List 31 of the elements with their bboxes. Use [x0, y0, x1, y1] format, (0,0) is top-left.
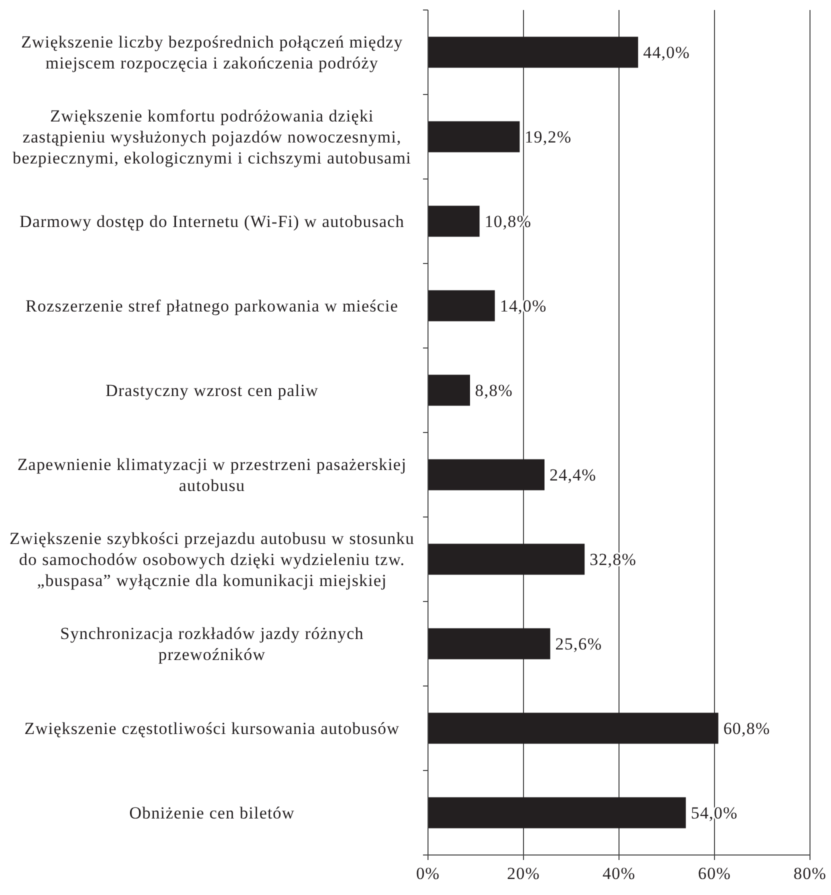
- y-tick-label: Zwiększenie częstotliwości kursowania autobusów: [24, 719, 400, 738]
- bar: [428, 121, 520, 152]
- bar: [428, 459, 545, 490]
- data-label: 44,0%: [643, 43, 690, 62]
- data-label: 60,8%: [723, 719, 770, 738]
- data-label: 19,2%: [524, 128, 572, 147]
- data-label: 8,8%: [475, 381, 513, 400]
- x-tick-label: 60%: [698, 864, 731, 883]
- y-tick-label: Synchronizacja rozkładów jazdy różnych przewoźników: [60, 624, 364, 664]
- y-tick-label: Zapewnienie klimatyzacji w przestrzeni pasażerskiej autobusu: [17, 455, 407, 496]
- x-tick-label: 80%: [794, 864, 826, 883]
- y-tick-label: Darmowy dostęp do Internetu (Wi-Fi) w autobusach: [19, 212, 405, 232]
- bar: [428, 36, 638, 68]
- y-tick-label: Zwiększenie liczby bezpośrednich połączeń między miejscem rozpoczęcia i zakończenia podróży: [21, 32, 403, 73]
- x-tick-label: 0%: [416, 864, 440, 883]
- bar: [428, 206, 480, 237]
- bar: [428, 628, 550, 660]
- bar: [428, 712, 718, 744]
- x-tick-label: 40%: [602, 864, 636, 883]
- bar: [428, 290, 495, 322]
- y-tick-label: Zwiększenie komfortu podróżowania dzięki zastąpieniu wysłużonych pojazdów nowoczesnymi, bezpiecznymi, ekologicznymi i cichszymi autobusami: [12, 106, 412, 168]
- y-tick-label: Zwiększenie szybkości przejazdu autobusu w stosunku do samochodów osobowych dzięki wydzieleniu tzw. „buspasa” wyłącznie dla komunikacji miejskiej: [10, 529, 414, 590]
- data-label: 25,6%: [555, 634, 602, 654]
- y-tick-label: Obniżenie cen biletów: [129, 804, 295, 823]
- bar: [428, 374, 470, 406]
- y-tick-label: Drastyczny wzrost cen paliw: [105, 381, 319, 400]
- x-tick-label: 20%: [507, 864, 540, 883]
- bar: [428, 544, 585, 575]
- y-tick-label: Rozszerzenie stref płatnego parkowania w mieście: [26, 296, 398, 316]
- data-label: 24,4%: [550, 466, 596, 485]
- bar: [428, 797, 686, 828]
